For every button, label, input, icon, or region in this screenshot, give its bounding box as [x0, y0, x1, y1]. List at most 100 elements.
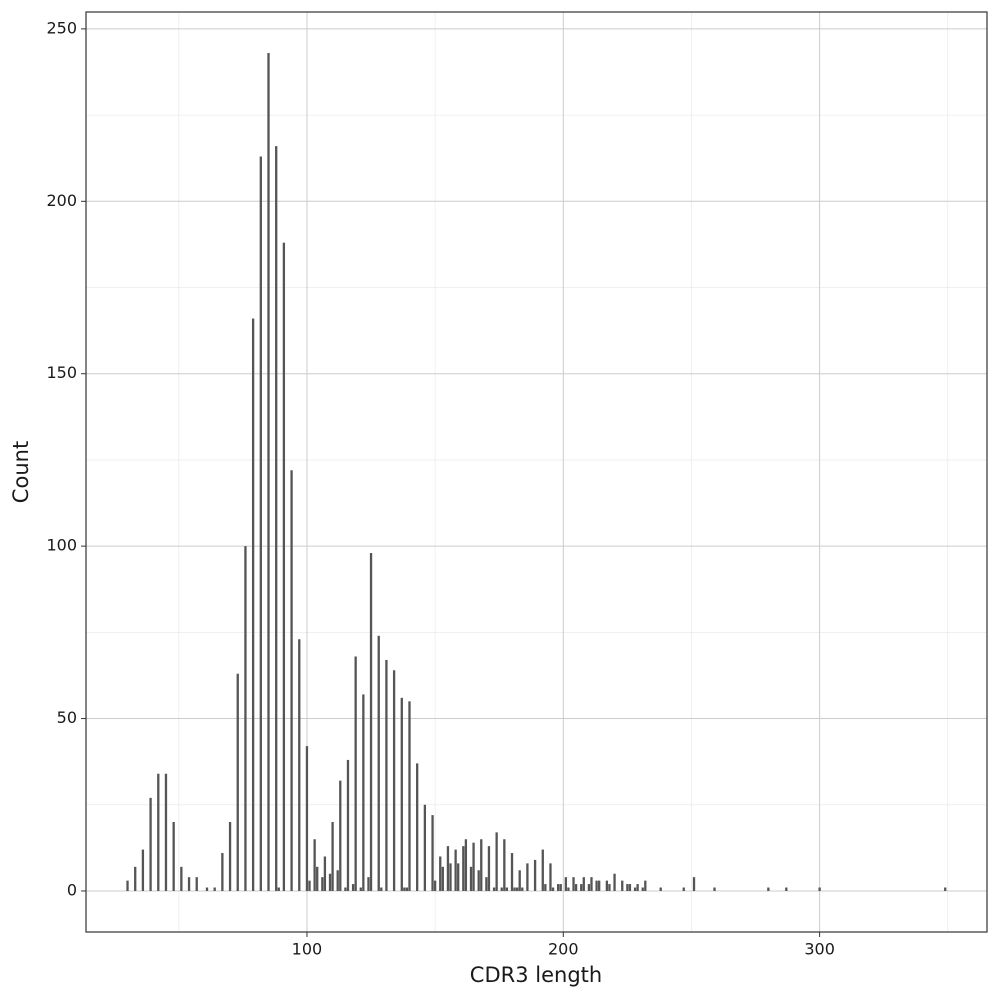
bar	[228, 822, 232, 891]
bar	[464, 839, 468, 891]
bar	[172, 822, 175, 891]
bar	[244, 546, 247, 891]
bar	[457, 863, 460, 891]
bar	[134, 866, 137, 891]
bar	[236, 673, 239, 891]
bar	[533, 859, 537, 891]
bar	[587, 884, 591, 891]
bar	[590, 877, 593, 891]
bar	[221, 853, 224, 891]
bar	[477, 870, 480, 891]
bar	[521, 887, 524, 891]
bar	[628, 884, 632, 891]
y-axis-title: Count	[9, 441, 33, 503]
bar	[944, 887, 947, 891]
bar	[316, 866, 319, 891]
bar	[392, 670, 396, 891]
x-tick-label: 100	[292, 940, 323, 959]
y-tick-label: 250	[46, 18, 77, 37]
x-tick-label: 300	[804, 940, 835, 959]
bar	[282, 242, 286, 891]
bar	[290, 470, 293, 891]
bar	[331, 822, 334, 891]
bar	[377, 635, 380, 891]
bar	[403, 887, 406, 891]
bar	[818, 887, 821, 891]
bar	[431, 815, 434, 891]
bar	[344, 887, 347, 891]
bar	[541, 849, 544, 891]
bar	[380, 887, 383, 891]
bar	[526, 863, 529, 891]
bar	[480, 839, 483, 891]
bar	[423, 804, 427, 891]
bar	[505, 887, 509, 891]
bar	[259, 156, 262, 891]
bar	[567, 887, 570, 891]
bar	[492, 887, 496, 891]
bar	[328, 873, 332, 891]
bar	[487, 846, 491, 891]
bar	[713, 887, 716, 891]
y-tick-label: 150	[46, 363, 77, 382]
bar	[598, 880, 601, 891]
y-tick-label: 100	[46, 536, 77, 555]
bar	[692, 877, 696, 891]
bar	[126, 880, 129, 891]
bar	[449, 863, 452, 891]
y-tick-label: 0	[67, 880, 77, 899]
bar	[682, 887, 685, 891]
panel-border	[85, 11, 988, 933]
bar	[141, 849, 145, 891]
bar	[275, 146, 278, 891]
bar	[195, 877, 198, 891]
bar	[659, 887, 662, 891]
bar	[572, 877, 575, 891]
y-tick-label: 200	[46, 191, 77, 210]
bar	[408, 701, 411, 891]
bar	[308, 880, 311, 891]
bar	[336, 870, 339, 891]
bar	[305, 746, 309, 891]
bar	[277, 887, 280, 891]
bar	[369, 553, 373, 891]
bar	[549, 863, 552, 891]
bar	[313, 839, 316, 891]
bar	[636, 884, 639, 891]
bar	[574, 884, 578, 891]
bar	[513, 887, 516, 891]
bar	[439, 856, 442, 891]
bar	[767, 887, 770, 891]
bar	[518, 870, 521, 891]
bar	[367, 877, 370, 891]
bar	[564, 877, 568, 891]
bar	[605, 880, 609, 891]
bar	[359, 887, 362, 891]
bar	[454, 849, 457, 891]
bar	[441, 866, 444, 891]
bar	[608, 884, 611, 891]
y-tick-label: 50	[57, 708, 77, 727]
bar	[187, 877, 191, 891]
bar	[557, 884, 560, 891]
bar	[613, 873, 616, 891]
bar	[298, 639, 301, 891]
bar	[321, 877, 324, 891]
bar	[626, 884, 629, 891]
bar	[433, 880, 437, 891]
bar	[323, 856, 327, 891]
bar	[405, 887, 409, 891]
bar	[495, 832, 498, 891]
bar	[551, 887, 555, 891]
bar	[510, 853, 514, 891]
bar	[644, 880, 647, 891]
bar	[633, 887, 637, 891]
bar	[180, 866, 183, 891]
bar	[500, 887, 503, 891]
bar	[503, 839, 506, 891]
bar	[621, 880, 624, 891]
x-axis-title: CDR3 length	[470, 963, 602, 987]
bar	[559, 884, 562, 891]
bar	[164, 773, 168, 891]
bar	[354, 656, 357, 891]
